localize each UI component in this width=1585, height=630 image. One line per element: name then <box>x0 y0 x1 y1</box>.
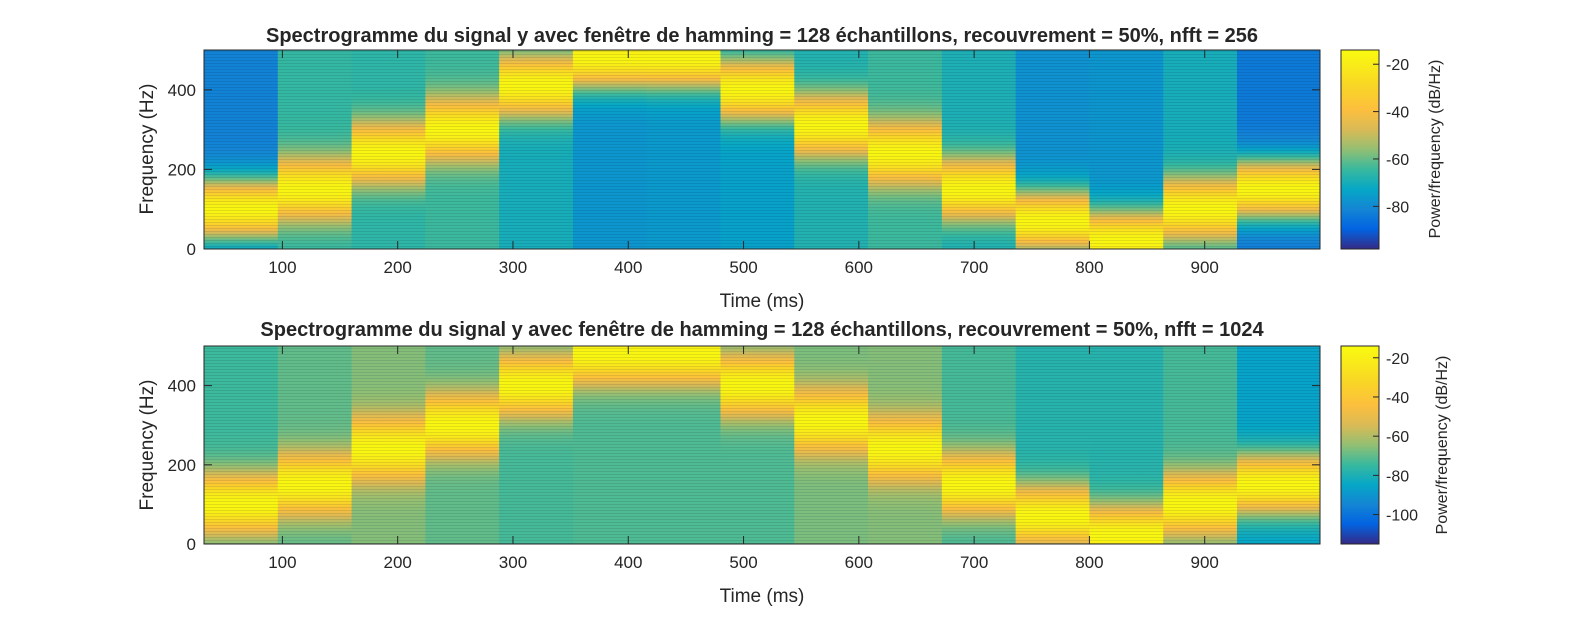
x-axis-ticks: 100 200 300 400 500 600 700 800 900 <box>268 50 1219 277</box>
plot-frame <box>203 345 1321 545</box>
colorbar-label: Power/frequency (dB/Hz) <box>1427 60 1444 239</box>
spectrogram-panel-nfft-1024: Spectrogramme du signal y avec fenêtre d… <box>137 319 1451 607</box>
colorbar-label: Power/frequency (dB/Hz) <box>1434 356 1451 535</box>
x-axis-label: Time (ms) <box>720 586 805 607</box>
colorbar-tick-label: -60 <box>1386 152 1409 169</box>
plot-frame <box>203 49 1321 250</box>
x-tick-label: 400 <box>614 258 642 277</box>
x-tick-label: 300 <box>499 258 527 277</box>
frequency-bin-texture <box>204 50 1320 249</box>
spectrogram-plot-area <box>203 345 1321 545</box>
colorbar-tick-label: -100 <box>1386 508 1418 525</box>
colorbar-tick-label: -40 <box>1386 105 1409 122</box>
x-tick-label: 400 <box>614 553 642 572</box>
x-tick-label: 500 <box>729 553 757 572</box>
x-tick-label: 200 <box>383 553 411 572</box>
chart-title: Spectrogramme du signal y avec fenêtre d… <box>260 319 1264 341</box>
colorbar-tick-label: -20 <box>1386 57 1409 74</box>
x-tick-label: 100 <box>268 553 296 572</box>
x-tick-label: 900 <box>1191 258 1219 277</box>
y-axis-ticks: 0 200 400 <box>168 377 1320 554</box>
colorbar-tick-label: -20 <box>1386 351 1409 368</box>
chart-title: Spectrogramme du signal y avec fenêtre d… <box>266 25 1258 47</box>
y-axis-ticks: 0 200 400 <box>168 81 1320 259</box>
colorbar-gradient <box>1340 345 1380 545</box>
frequency-bin-texture <box>204 346 1320 544</box>
y-axis-label: Frequency (Hz) <box>137 84 158 215</box>
x-tick-label: 700 <box>960 553 988 572</box>
x-tick-label: 600 <box>845 553 873 572</box>
x-axis-ticks: 100 200 300 400 500 600 700 800 900 <box>268 346 1219 572</box>
colorbar <box>1340 49 1380 250</box>
y-axis-label: Frequency (Hz) <box>137 380 158 511</box>
y-tick-label: 400 <box>168 377 196 396</box>
colorbar-ticks: -20 -40 -60 -80 -100 <box>1373 351 1418 525</box>
spectrogram-plot-area <box>203 49 1321 250</box>
colorbar-tick-label: -80 <box>1386 199 1409 216</box>
x-tick-label: 100 <box>268 258 296 277</box>
colorbar-gradient <box>1340 49 1380 250</box>
colorbar-ticks: -20 -40 -60 -80 <box>1373 57 1409 216</box>
colorbar-tick-label: -40 <box>1386 390 1409 407</box>
y-tick-label: 200 <box>168 456 196 475</box>
colorbar-tick-label: -60 <box>1386 429 1409 446</box>
colorbar-tick-label: -80 <box>1386 468 1409 485</box>
y-tick-label: 200 <box>168 160 196 179</box>
x-tick-label: 800 <box>1075 553 1103 572</box>
y-tick-label: 0 <box>187 535 196 554</box>
y-tick-label: 0 <box>187 240 196 259</box>
x-tick-label: 300 <box>499 553 527 572</box>
x-tick-label: 600 <box>845 258 873 277</box>
x-tick-label: 700 <box>960 258 988 277</box>
x-tick-label: 900 <box>1191 553 1219 572</box>
colorbar <box>1340 345 1380 545</box>
x-tick-label: 800 <box>1075 258 1103 277</box>
x-tick-label: 200 <box>383 258 411 277</box>
x-tick-label: 500 <box>729 258 757 277</box>
x-axis-label: Time (ms) <box>720 291 805 312</box>
y-tick-label: 400 <box>168 81 196 100</box>
spectrogram-panel-nfft-256: Spectrogramme du signal y avec fenêtre d… <box>137 25 1444 312</box>
